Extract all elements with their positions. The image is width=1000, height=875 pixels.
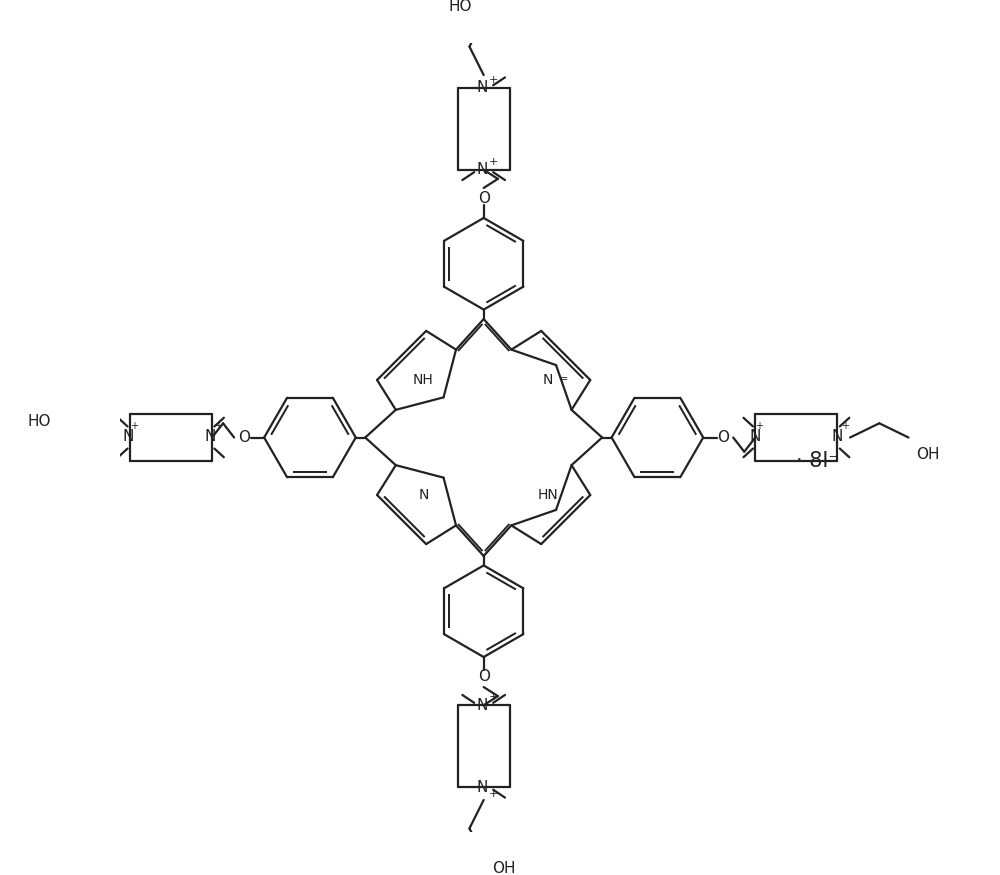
Text: +: + — [755, 421, 763, 430]
Text: +: + — [130, 421, 138, 430]
Text: OH: OH — [492, 861, 515, 875]
Text: =: = — [559, 374, 568, 384]
Text: +: + — [489, 157, 499, 167]
Text: N: N — [476, 697, 488, 713]
Text: +: + — [489, 74, 499, 85]
Text: N: N — [832, 430, 843, 444]
Text: N: N — [476, 162, 488, 178]
Text: O: O — [717, 430, 729, 445]
Text: OH: OH — [917, 447, 940, 462]
Text: N: N — [205, 430, 216, 444]
Text: N: N — [123, 430, 134, 444]
Text: HO: HO — [448, 0, 472, 14]
Text: O: O — [238, 430, 250, 445]
Text: N: N — [543, 373, 553, 387]
Text: N: N — [418, 488, 429, 502]
Text: N: N — [750, 430, 761, 444]
Text: NH: NH — [413, 373, 434, 387]
Text: N: N — [476, 780, 488, 794]
Text: N: N — [476, 80, 488, 95]
Text: +: + — [489, 788, 499, 799]
Text: HN: HN — [537, 488, 558, 502]
Text: · 8I⁻: · 8I⁻ — [796, 452, 839, 472]
Text: O: O — [478, 191, 490, 206]
Text: +: + — [489, 692, 499, 703]
Text: +: + — [214, 421, 222, 430]
Text: O: O — [478, 669, 490, 684]
Text: +: + — [841, 421, 849, 430]
Text: HO: HO — [27, 414, 51, 430]
